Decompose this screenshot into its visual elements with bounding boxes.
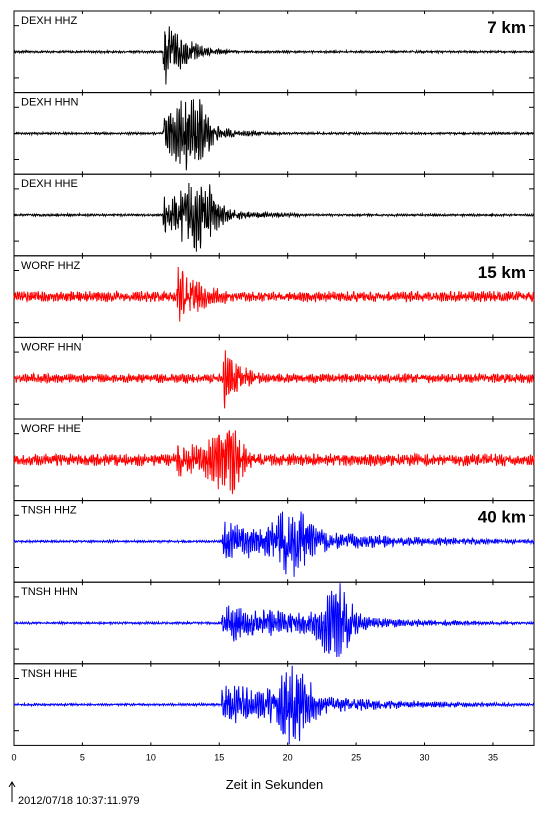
x-axis-label: Zeit in Sekunden bbox=[225, 777, 324, 792]
x-tick-label: 25 bbox=[351, 752, 361, 762]
x-tick-label: 15 bbox=[214, 752, 224, 762]
x-tick-label: 0 bbox=[11, 752, 16, 762]
station-label: WORF HHN bbox=[21, 341, 82, 353]
trace-line bbox=[13, 511, 535, 577]
distance-label: 7 km bbox=[487, 18, 526, 37]
trace-line bbox=[13, 665, 535, 745]
station-label: WORF HHZ bbox=[21, 260, 81, 272]
trace-line bbox=[13, 182, 535, 252]
station-label: DEXH HHN bbox=[21, 97, 79, 109]
x-tick-label: 35 bbox=[488, 752, 498, 762]
trace-line bbox=[13, 99, 535, 171]
station-label: DEXH HHZ bbox=[21, 15, 78, 27]
x-tick-label: 20 bbox=[283, 752, 293, 762]
x-tick-label: 10 bbox=[146, 752, 156, 762]
station-label: TNSH HHE bbox=[21, 668, 77, 680]
x-tick-label: 5 bbox=[80, 752, 85, 762]
station-label: TNSH HHN bbox=[21, 586, 78, 598]
x-tick-label: 30 bbox=[420, 752, 430, 762]
station-label: WORF HHE bbox=[21, 423, 81, 435]
trace-line bbox=[13, 350, 535, 409]
trace-line bbox=[13, 26, 535, 85]
trace-line bbox=[13, 266, 535, 322]
start-time-arrow bbox=[8, 781, 16, 802]
trace-line bbox=[13, 583, 535, 658]
station-label: DEXH HHE bbox=[21, 178, 78, 190]
distance-label: 40 km bbox=[478, 508, 526, 527]
start-timestamp: 2012/07/18 10:37:11.979 bbox=[18, 795, 140, 807]
station-label: TNSH HHZ bbox=[21, 505, 77, 517]
distance-label: 15 km bbox=[478, 263, 526, 282]
trace-line bbox=[13, 430, 535, 495]
